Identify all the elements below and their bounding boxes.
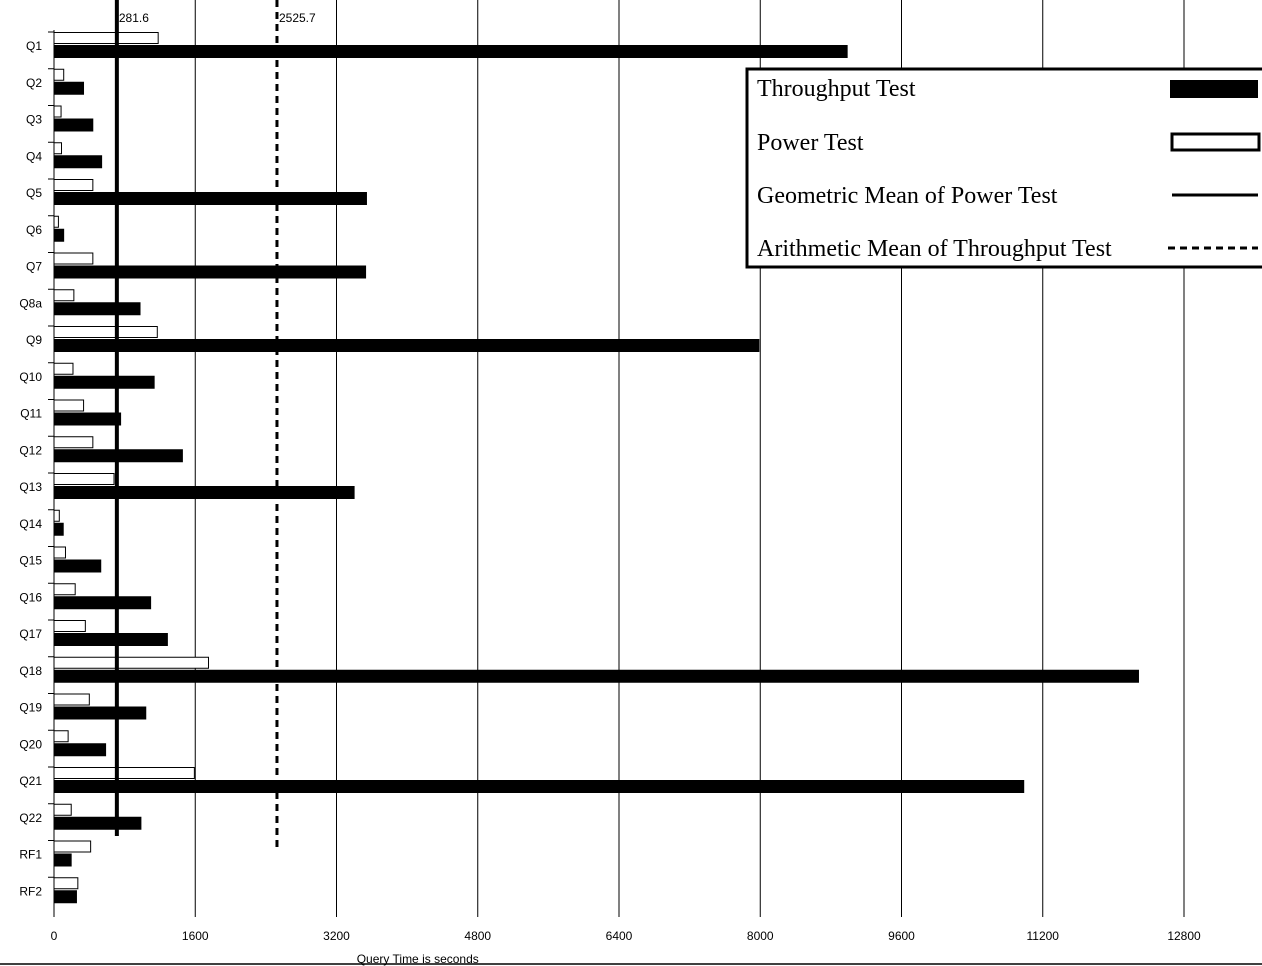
category-label: Q17: [19, 627, 42, 641]
bar-throughput-test: [54, 118, 94, 132]
bar-power-test: [53, 840, 92, 853]
bar-throughput-test: [54, 375, 155, 389]
category-label: Q1: [26, 39, 42, 53]
category-label: Q14: [19, 517, 42, 531]
axes: 0 1600 3200 4800 6400 8000 9600 11200 12800 Query…: [0, 30, 1262, 966]
bar-power-test: [53, 399, 85, 412]
category-label: Q2: [26, 76, 42, 90]
legend-label: Arithmetic Mean of Throughput Test: [757, 236, 1112, 262]
x-tick-label: 3200: [323, 929, 350, 943]
category-label: Q3: [26, 113, 42, 127]
category-label: Q5: [26, 186, 42, 200]
bar-throughput-test: [54, 853, 72, 867]
bar-power-test: [53, 105, 62, 118]
bar-power-test: [53, 620, 86, 632]
bar-power-test: [53, 436, 94, 449]
x-tick-label: 6400: [606, 929, 633, 943]
category-label: Q8a: [19, 296, 42, 310]
bar-throughput-test: [54, 780, 1025, 793]
legend-box: [745, 67, 1262, 269]
bar-power-test: [53, 362, 74, 375]
bar-throughput-test: [54, 155, 103, 169]
category-label: Q10: [19, 370, 42, 384]
legend-label: Power Test: [757, 130, 864, 156]
x-tick-label: 4800: [464, 929, 491, 943]
bar-power-test: [53, 68, 65, 81]
bar-throughput-test: [54, 706, 147, 720]
bar-power-test: [53, 583, 76, 596]
bar-throughput-test: [54, 412, 122, 426]
bar-throughput-test: [54, 192, 367, 205]
bar-throughput-test: [54, 596, 152, 610]
bar-power-test: [53, 473, 115, 485]
category-label: Q18: [19, 664, 42, 678]
bar-throughput-test: [54, 816, 142, 830]
bar-power-test: [53, 142, 63, 155]
category-label: Q22: [19, 811, 42, 825]
bars: [53, 32, 1139, 904]
bar-power-test: [53, 693, 90, 706]
legend-swatch-filled: [1170, 80, 1258, 98]
bar-power-test: [53, 803, 72, 816]
bar-power-test: [53, 32, 159, 44]
x-tick-label: 11200: [1027, 929, 1060, 943]
x-tick-label: 1600: [182, 929, 209, 943]
category-label: Q4: [26, 149, 42, 163]
bar-power-test: [53, 252, 94, 265]
bar-throughput-test: [54, 45, 848, 58]
bar-throughput-test: [54, 633, 168, 646]
bar-throughput-test: [54, 559, 102, 573]
bar-throughput-test: [54, 228, 65, 242]
legend: Throughput Test Power Test Geometric Mean …: [745, 67, 1262, 269]
category-label: Q16: [19, 590, 42, 604]
legend-label: Geometric Mean of Power Test: [757, 183, 1058, 209]
reference-value-label: 2525.7: [279, 11, 316, 25]
legend-label: Throughput Test: [757, 76, 916, 102]
bar-throughput-test: [54, 890, 77, 904]
x-tick-label: 0: [51, 929, 58, 943]
category-label: RF2: [19, 884, 42, 898]
reference-lines: 281.6 2525.7: [114, 0, 316, 850]
bar-throughput-test: [54, 265, 367, 279]
bar-power-test: [53, 326, 158, 338]
category-label: Q9: [26, 333, 42, 347]
reference-value-label: 281.6: [119, 11, 149, 25]
bar-throughput-test: [54, 743, 107, 757]
category-label: Q20: [19, 737, 42, 751]
category-label: Q21: [19, 774, 42, 788]
category-label: Q12: [19, 443, 42, 457]
bar-power-test: [53, 546, 66, 559]
bar-throughput-test: [54, 302, 141, 316]
bar-throughput-test: [54, 81, 85, 95]
category-label: Q6: [26, 223, 42, 237]
category-label: RF1: [19, 848, 42, 862]
bar-power-test: [53, 215, 59, 228]
category-label: Q7: [26, 260, 42, 274]
x-tick-label: 9600: [888, 929, 915, 943]
legend-swatch-outline: [1170, 132, 1261, 152]
bar-power-test: [53, 509, 60, 522]
bar-power-test: [53, 730, 69, 743]
bar-throughput-test: [54, 339, 760, 352]
bar-power-test: [53, 656, 209, 669]
bar-power-test: [53, 877, 79, 890]
bar-power-test: [53, 289, 75, 302]
category-label: Q13: [19, 480, 42, 494]
category-label: Q11: [20, 407, 42, 421]
x-axis-title: Query Time is seconds: [357, 952, 479, 966]
category-label: Q15: [19, 554, 42, 568]
bar-throughput-test: [54, 669, 1139, 683]
bar-power-test: [53, 179, 94, 191]
x-tick-label: 12800: [1167, 929, 1201, 943]
bar-throughput-test: [54, 522, 64, 536]
bar-throughput-test: [54, 486, 355, 499]
bar-power-test: [53, 767, 195, 779]
x-tick-label: 8000: [747, 929, 774, 943]
category-label: Q19: [19, 701, 42, 715]
